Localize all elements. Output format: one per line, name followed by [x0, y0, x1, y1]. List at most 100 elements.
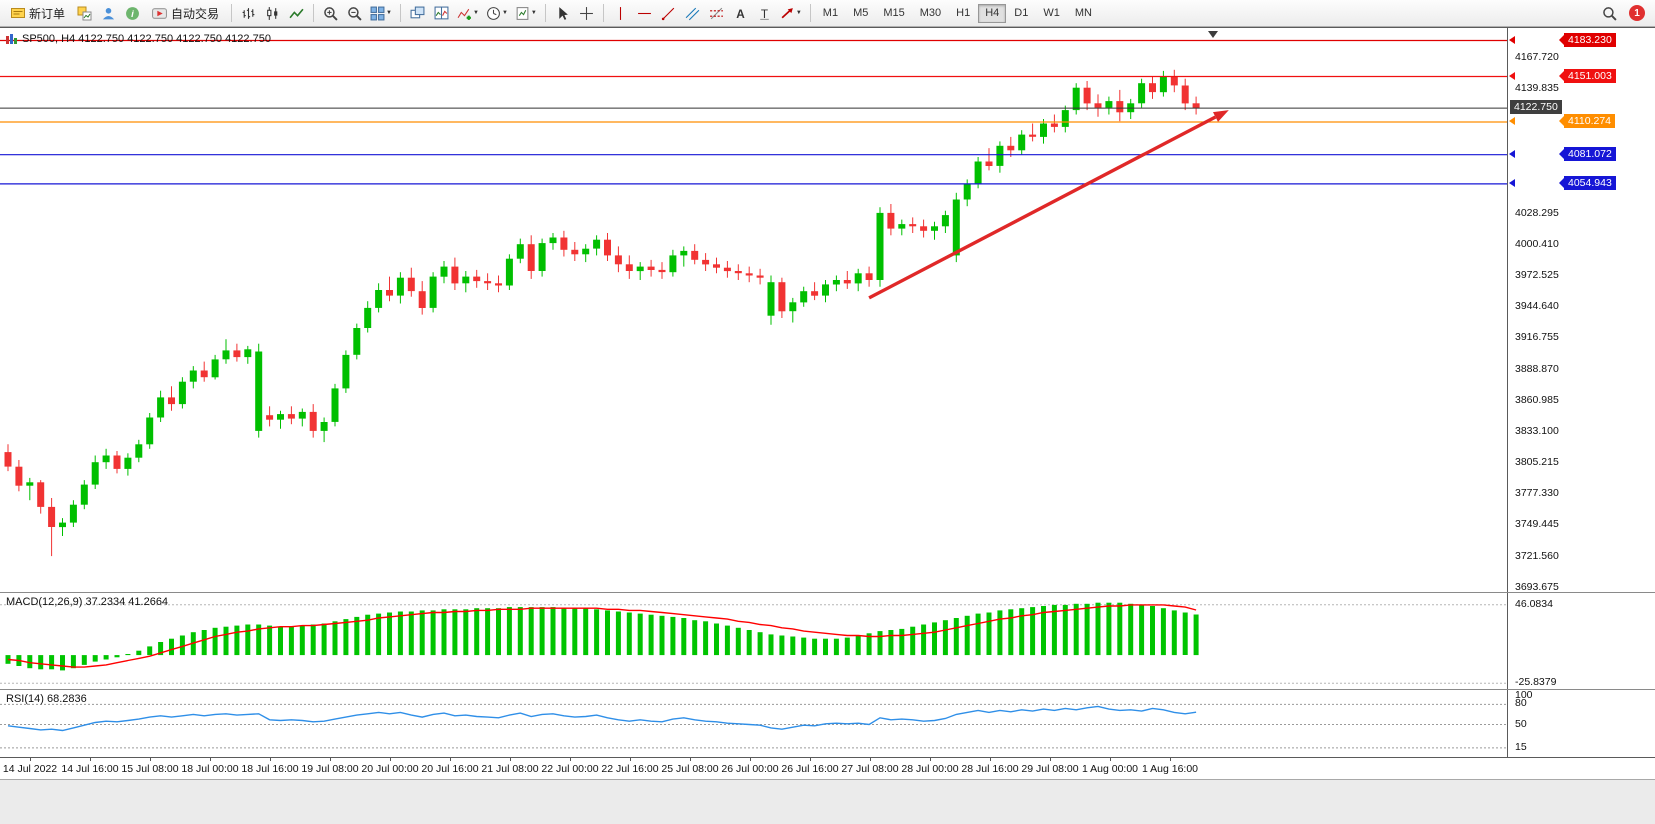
rsi-label: RSI(14) 68.2836: [6, 693, 87, 705]
candlestick-icon: [265, 6, 280, 21]
line-chart-button[interactable]: [285, 2, 308, 24]
time-tick: [870, 758, 871, 761]
fibonacci-tool-button[interactable]: [705, 2, 728, 24]
rsi-axis-tick: 50: [1515, 717, 1527, 730]
time-label: 20 Jul 16:00: [421, 763, 479, 775]
rsi-line: [7, 705, 1197, 732]
auto-trading-label: 自动交易: [171, 6, 220, 21]
chart-windows-button[interactable]: [73, 2, 96, 24]
macd-histogram: [5, 602, 1199, 671]
price-axis[interactable]: 4167.720 4139.835 4028.295 4000.410 3972.525…: [1507, 28, 1655, 593]
chart-symbol-icon: [6, 33, 17, 45]
template-icon: [515, 6, 530, 21]
time-tick: [570, 758, 571, 761]
bar-chart-button[interactable]: [237, 2, 260, 24]
svg-text:A: A: [736, 7, 745, 20]
timeframes-menu-button[interactable]: ▼: [483, 2, 511, 24]
toolbar-separator: [544, 4, 546, 22]
templates-button[interactable]: ▼: [512, 2, 540, 24]
timeframe-m30-button[interactable]: M30: [913, 4, 948, 23]
time-label: 14 Jul 2022: [2, 763, 58, 775]
trendline-tool-button[interactable]: [657, 2, 680, 24]
time-label: 22 Jul 16:00: [601, 763, 659, 775]
community-button[interactable]: [97, 2, 120, 24]
label-tool-button[interactable]: T: [753, 2, 776, 24]
macd-grid: [0, 604, 1507, 684]
timeframe-mn-button[interactable]: MN: [1068, 4, 1099, 23]
time-axis[interactable]: 14 Jul 2022 14 Jul 16:00 15 Jul 08:00 18 Ju…: [0, 757, 1655, 779]
arrow-shape-icon: [780, 6, 795, 21]
time-axis-labels: 14 Jul 2022 14 Jul 16:00 15 Jul 08:00 18 Ju…: [0, 758, 1507, 779]
timeframe-h4-button[interactable]: H4: [978, 3, 1007, 23]
price-axis-tick: 3916.755: [1515, 331, 1559, 344]
candlestick-chart-button[interactable]: [261, 2, 284, 24]
crosshair-tool-button[interactable]: [575, 2, 598, 24]
timeframe-h1-button[interactable]: H1: [949, 4, 977, 23]
time-tick: [90, 758, 91, 761]
rsi-axis-tick: 100: [1515, 689, 1533, 701]
search-icon: [1602, 6, 1617, 21]
search-button[interactable]: [1598, 2, 1621, 24]
price-chart-canvas[interactable]: [0, 29, 1507, 593]
label-icon: T: [757, 6, 772, 21]
timeframe-m1-button[interactable]: M1: [816, 4, 845, 23]
candles-layer: [4, 69, 1200, 557]
vertical-line-tool-button[interactable]: [609, 2, 632, 24]
time-tick: [750, 758, 751, 761]
chart-stack-icon: [77, 6, 92, 21]
time-label: 14 Jul 16:00: [61, 763, 119, 775]
chart-shift-marker[interactable]: [1208, 31, 1218, 38]
line-marker: [1509, 178, 1515, 187]
price-line-badge: 4081.072: [1559, 146, 1616, 161]
time-label: 19 Jul 08:00: [301, 763, 359, 775]
price-axis-tick: 3860.985: [1515, 393, 1559, 406]
time-label: 22 Jul 00:00: [541, 763, 599, 775]
timeframe-d1-button[interactable]: D1: [1007, 4, 1035, 23]
chevron-down-icon: ▼: [501, 10, 508, 16]
time-label: 18 Jul 16:00: [241, 763, 299, 775]
cascade-windows-button[interactable]: [406, 2, 429, 24]
indicators-button[interactable]: ▼: [454, 2, 482, 24]
split-windows-button[interactable]: [430, 2, 453, 24]
timeframe-m5-button[interactable]: M5: [846, 4, 875, 23]
new-order-button[interactable]: 新订单: [4, 2, 72, 24]
zoom-out-button[interactable]: [343, 2, 366, 24]
text-icon: A: [733, 6, 748, 21]
macd-signal-line: [7, 604, 1197, 668]
trend-arrow[interactable]: [868, 110, 1229, 300]
zoom-out-icon: [347, 6, 362, 21]
time-label: 26 Jul 00:00: [721, 763, 779, 775]
cascade-windows-icon: [410, 6, 425, 21]
cursor-tool-button[interactable]: [551, 2, 574, 24]
arrows-tool-button[interactable]: ▼: [777, 2, 805, 24]
rsi-axis-tick: 80: [1515, 697, 1527, 710]
cursor-icon: [555, 6, 570, 21]
symbol-header: SP500, H4 4122.750 4122.750 4122.750 412…: [6, 33, 271, 45]
price-axis-tick: 4167.720: [1515, 50, 1559, 63]
horizontal-lines-layer[interactable]: [0, 39, 1507, 185]
text-tool-button[interactable]: A: [729, 2, 752, 24]
horizontal-line-icon: [637, 6, 652, 21]
timeframe-w1-button[interactable]: W1: [1036, 4, 1067, 23]
channel-tool-button[interactable]: [681, 2, 704, 24]
auto-trading-button[interactable]: 自动交易: [145, 2, 226, 24]
help-button[interactable]: i: [121, 2, 144, 24]
macd-axis[interactable]: 46.0834 -25.8379: [1507, 593, 1655, 689]
timeframe-m15-button[interactable]: M15: [876, 4, 911, 23]
chevron-down-icon: ▼: [472, 10, 479, 16]
price-axis-tick: 3777.330: [1515, 487, 1559, 500]
macd-canvas[interactable]: [0, 594, 1507, 690]
tile-windows-button[interactable]: ▼: [367, 2, 395, 24]
time-label: 1 Aug 16:00: [1141, 763, 1199, 775]
price-line-badge: 4110.274: [1559, 114, 1616, 128]
zoom-in-button[interactable]: [319, 2, 342, 24]
horizontal-line-tool-button[interactable]: [633, 2, 656, 24]
rsi-canvas[interactable]: [0, 691, 1507, 758]
time-label: 26 Jul 16:00: [781, 763, 839, 775]
rsi-axis[interactable]: 100 80 50 15: [1507, 689, 1655, 757]
bar-chart-icon: [241, 6, 256, 21]
toolbar-separator: [602, 4, 604, 22]
toolbar-separator: [313, 4, 315, 22]
notification-badge[interactable]: 1: [1629, 5, 1645, 21]
